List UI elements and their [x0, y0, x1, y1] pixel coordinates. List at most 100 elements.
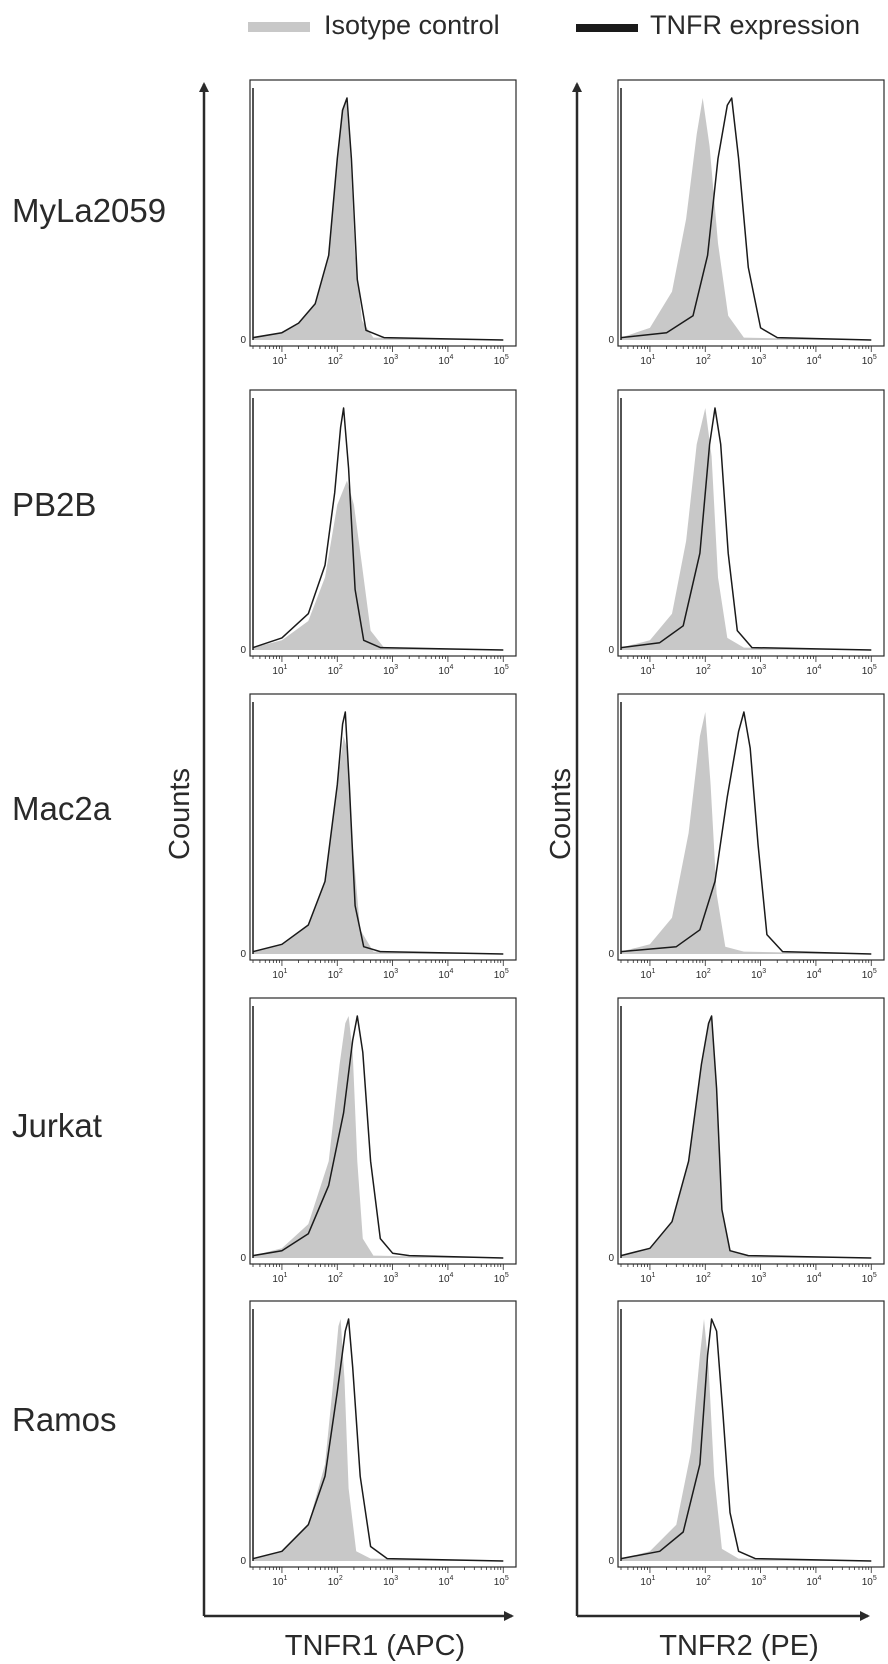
panel-frame [249, 389, 517, 657]
histogram-panel-myla2059-tnfr1: 0 101 102 103 104 105 [240, 79, 517, 367]
row-label-myla2059: MyLa2059 [12, 192, 166, 229]
legend-isotype-swatch [248, 22, 310, 32]
x-tick-label: 105 [494, 1575, 509, 1588]
y-tick-zero-label: 0 [608, 645, 614, 656]
x-tick-label: 105 [862, 354, 877, 367]
isotype-histogram-area [253, 480, 504, 650]
row-label-ramos: Ramos [12, 1401, 117, 1438]
y-tick-zero-label: 0 [240, 335, 246, 346]
panel-frame [617, 693, 885, 961]
x-tick-label: 104 [806, 354, 821, 367]
x-axis-title-tnfr2: TNFR2 (PE) [659, 1630, 819, 1662]
y-tick-zero-label: 0 [240, 1253, 246, 1264]
x-tick-label: 102 [328, 354, 343, 367]
y-tick-zero-label: 0 [608, 1253, 614, 1264]
expression-histogram-line [252, 97, 504, 341]
expression-histogram-line [252, 1318, 504, 1562]
x-tick-label: 103 [383, 664, 398, 677]
x-tick-label: 101 [640, 1272, 655, 1285]
panel-frame [617, 389, 885, 657]
x-tick-label: 101 [640, 664, 655, 677]
histogram-panel-jurkat-tnfr1: 0 101 102 103 104 105 [240, 997, 517, 1285]
x-tick-label: 101 [272, 354, 287, 367]
x-tick-label: 103 [751, 664, 766, 677]
x-tick-label: 105 [862, 968, 877, 981]
y-tick-zero-label: 0 [608, 1556, 614, 1567]
expression-histogram-line [620, 1015, 872, 1259]
expression-histogram-line [252, 1015, 504, 1259]
x-axis-title-tnfr1: TNFR1 (APC) [285, 1630, 465, 1662]
expression-histogram-line [252, 407, 504, 651]
x-tick-label: 105 [494, 664, 509, 677]
isotype-histogram-area [621, 1319, 872, 1561]
panel-frame [249, 997, 517, 1265]
x-tick-label: 104 [438, 664, 453, 677]
histogram-panel-mac2a-tnfr2: 0 101 102 103 104 105 [608, 693, 885, 981]
expression-histogram-line [252, 711, 504, 955]
row-label-jurkat: Jurkat [12, 1107, 102, 1144]
y-tick-zero-label: 0 [240, 949, 246, 960]
histogram-panel-myla2059-tnfr2: 0 101 102 103 104 105 [608, 79, 885, 367]
x-tick-label: 105 [494, 968, 509, 981]
y-tick-zero-label: 0 [240, 1556, 246, 1567]
x-tick-label: 105 [862, 1575, 877, 1588]
x-tick-label: 103 [383, 1272, 398, 1285]
row-labels: MyLa2059 PB2B Mac2a Jurkat Ramos [12, 192, 166, 1438]
x-tick-label: 105 [862, 664, 877, 677]
panel-frame [617, 79, 885, 347]
x-tick-label: 104 [806, 664, 821, 677]
expression-histogram-line [620, 1318, 872, 1562]
x-tick-label: 101 [272, 664, 287, 677]
x-tick-label: 102 [328, 1575, 343, 1588]
column-axes-tnfr2: Counts TNFR2 (PE) [545, 82, 870, 1662]
isotype-histogram-area [621, 98, 872, 340]
histogram-panels: 0 101 102 103 104 105 0 101 102 103 104 105 0 101 102 1… [240, 79, 885, 1588]
x-tick-label: 103 [383, 354, 398, 367]
isotype-histogram-area [621, 1016, 872, 1258]
histogram-panel-ramos-tnfr2: 0 101 102 103 104 105 [608, 1300, 885, 1588]
row-label-pb2b: PB2B [12, 486, 96, 523]
panel-frame [249, 1300, 517, 1568]
x-tick-label: 105 [494, 354, 509, 367]
x-tick-label: 103 [383, 968, 398, 981]
panel-frame [617, 1300, 885, 1568]
x-tick-label: 102 [696, 1575, 711, 1588]
x-tick-label: 102 [328, 1272, 343, 1285]
x-tick-label: 103 [751, 1272, 766, 1285]
x-tick-label: 104 [438, 968, 453, 981]
x-tick-label: 101 [272, 1272, 287, 1285]
histogram-panel-pb2b-tnfr2: 0 101 102 103 104 105 [608, 389, 885, 677]
x-tick-label: 102 [696, 1272, 711, 1285]
x-tick-label: 101 [272, 1575, 287, 1588]
y-tick-zero-label: 0 [608, 335, 614, 346]
x-tick-label: 102 [696, 664, 711, 677]
isotype-histogram-area [253, 1319, 504, 1561]
panel-frame [249, 79, 517, 347]
x-tick-label: 101 [272, 968, 287, 981]
histogram-panel-jurkat-tnfr2: 0 101 102 103 104 105 [608, 997, 885, 1285]
isotype-histogram-area [621, 712, 872, 954]
histogram-panel-ramos-tnfr1: 0 101 102 103 104 105 [240, 1300, 517, 1588]
row-label-mac2a: Mac2a [12, 790, 112, 827]
column-axes-tnfr1: Counts TNFR1 (APC) [164, 82, 514, 1662]
legend-expression-label: TNFR expression [650, 10, 860, 40]
x-tick-label: 104 [438, 354, 453, 367]
isotype-histogram-area [621, 408, 872, 650]
x-tick-label: 105 [494, 1272, 509, 1285]
histogram-panel-mac2a-tnfr1: 0 101 102 103 104 105 [240, 693, 517, 981]
x-tick-label: 105 [862, 1272, 877, 1285]
x-tick-label: 101 [640, 1575, 655, 1588]
x-tick-label: 102 [328, 664, 343, 677]
histogram-panel-pb2b-tnfr1: 0 101 102 103 104 105 [240, 389, 517, 677]
x-tick-label: 102 [696, 968, 711, 981]
x-tick-label: 104 [806, 968, 821, 981]
x-tick-label: 104 [438, 1272, 453, 1285]
x-tick-label: 103 [751, 1575, 766, 1588]
x-tick-label: 102 [328, 968, 343, 981]
expression-histogram-line [620, 97, 872, 341]
x-tick-label: 103 [751, 968, 766, 981]
x-tick-label: 103 [751, 354, 766, 367]
x-tick-label: 103 [383, 1575, 398, 1588]
legend-isotype-label: Isotype control [324, 10, 500, 40]
